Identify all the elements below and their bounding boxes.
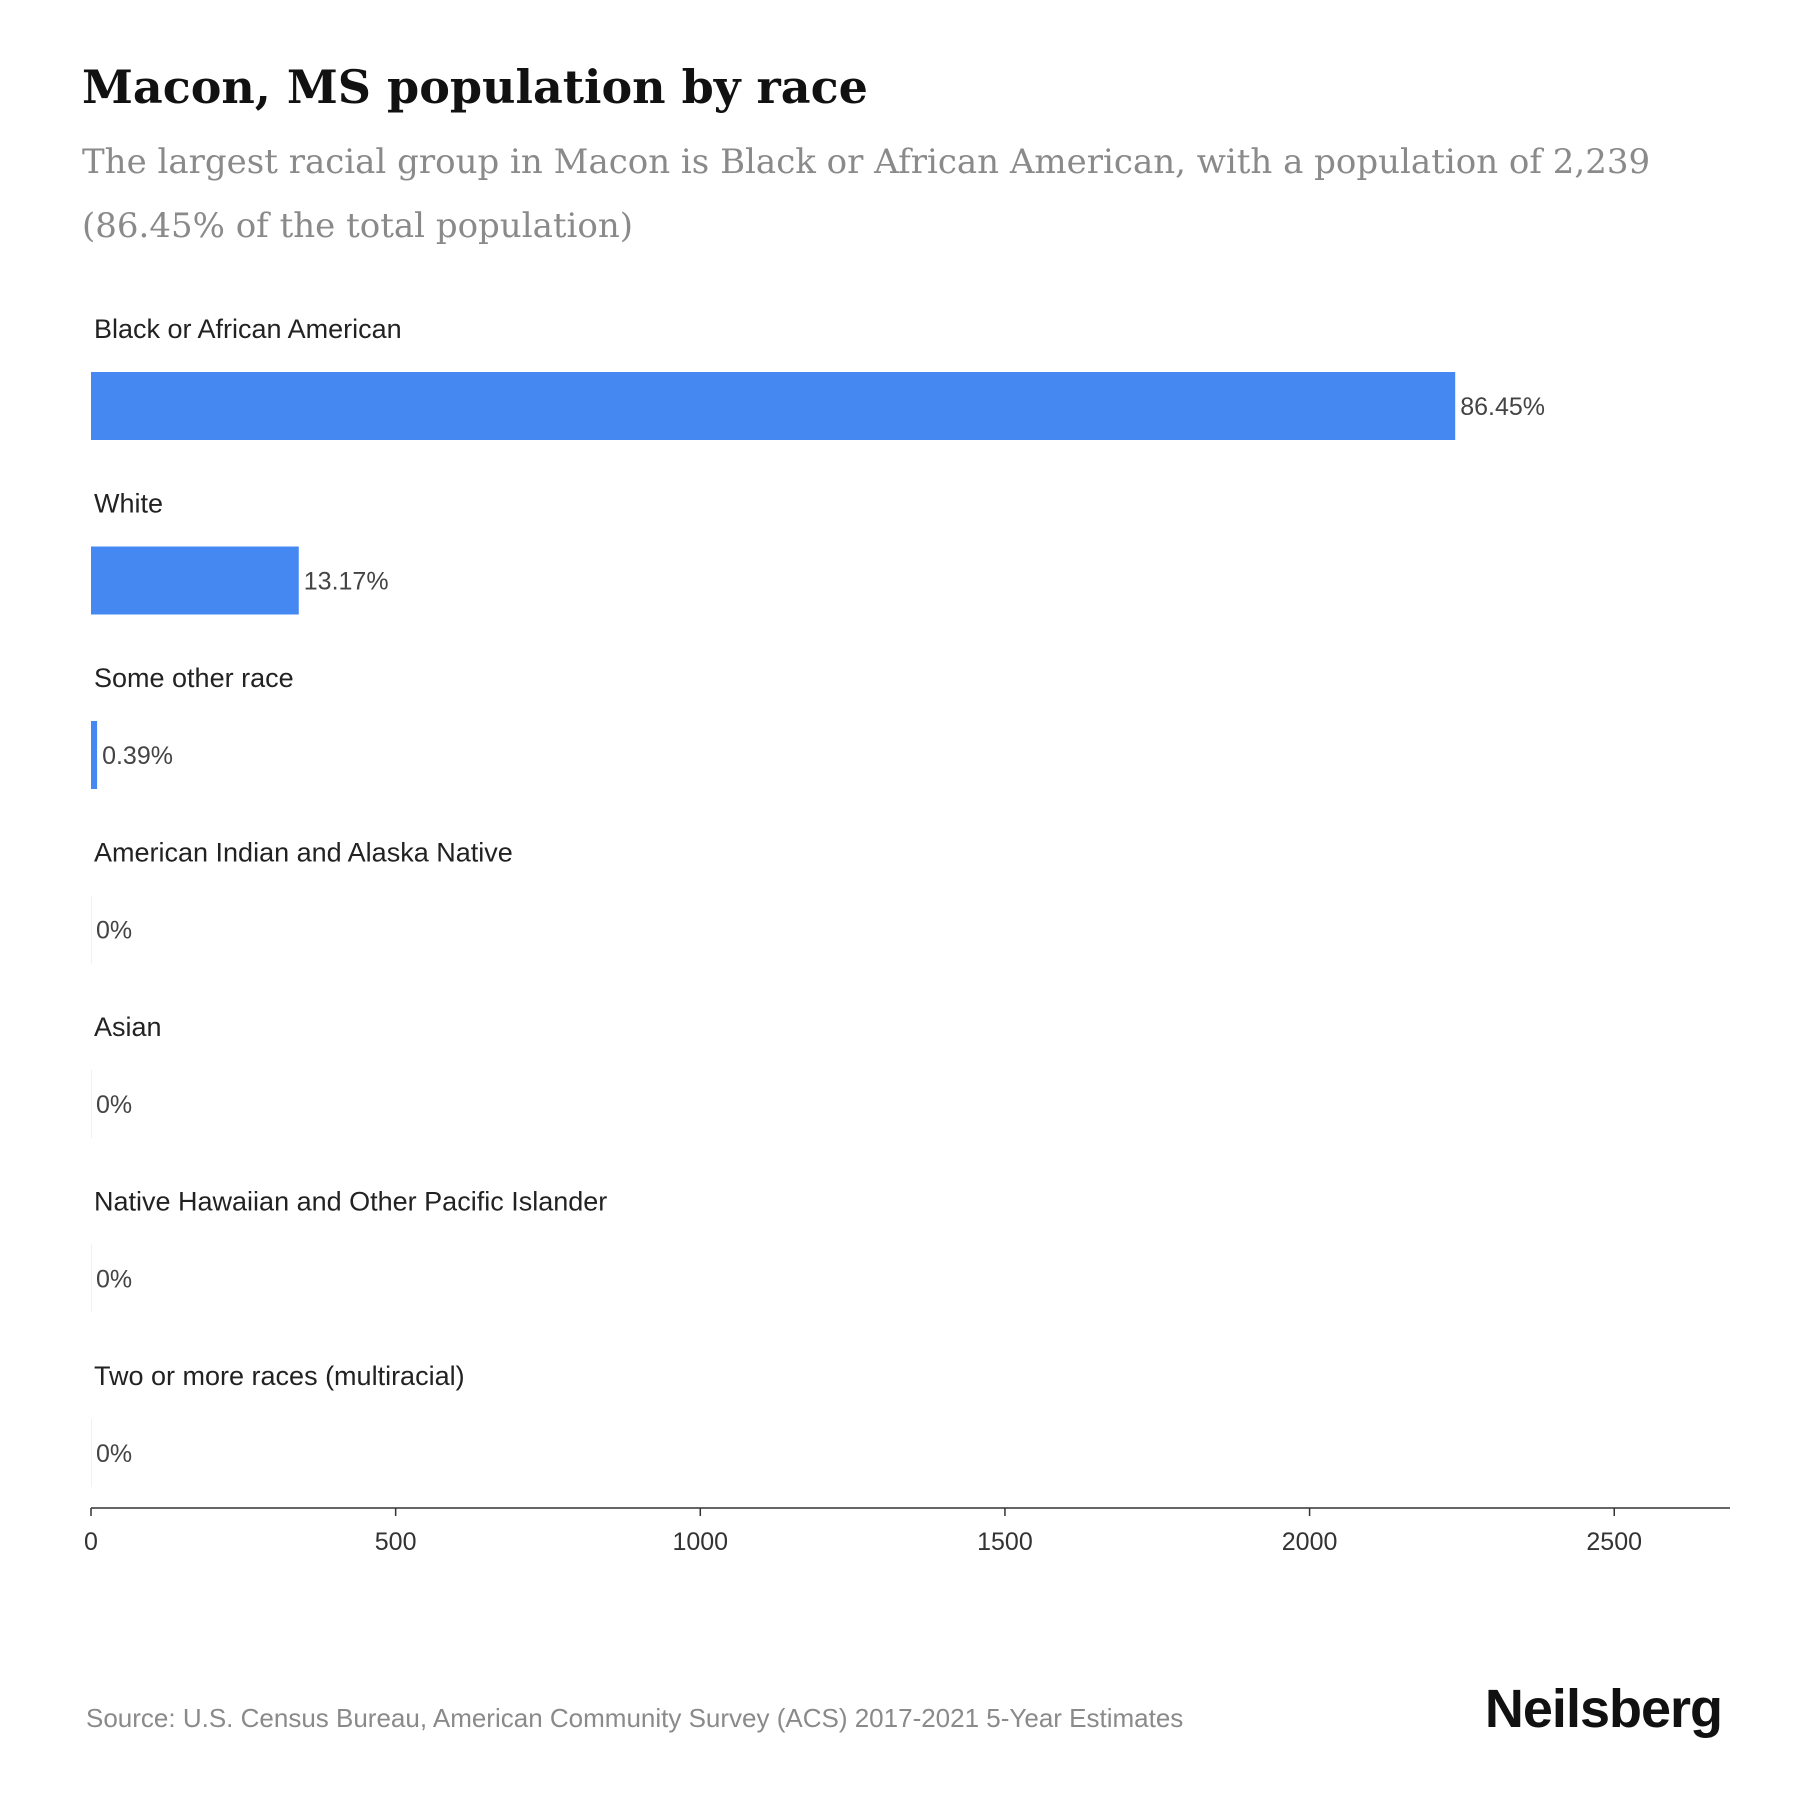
category-label: Native Hawaiian and Other Pacific Island…: [94, 1187, 607, 1217]
data-label: 0%: [96, 1440, 132, 1468]
category-label: Asian: [94, 1012, 162, 1042]
category-label: Some other race: [94, 663, 294, 693]
x-tick-label: 500: [375, 1528, 417, 1556]
bar[interactable]: [91, 372, 1456, 440]
chart-subtitle: The largest racial group in Macon is Bla…: [82, 142, 1651, 246]
data-label: 0%: [96, 1266, 132, 1294]
x-tick-label: 1500: [977, 1528, 1033, 1556]
x-tick-label: 1000: [672, 1528, 728, 1556]
category-label: American Indian and Alaska Native: [94, 838, 513, 868]
bar[interactable]: [91, 721, 98, 789]
data-label: 0%: [96, 1091, 132, 1119]
data-label: 0%: [96, 917, 132, 945]
x-tick-label: 2000: [1282, 1528, 1338, 1556]
brand-logo[interactable]: Neilsberg: [1484, 1679, 1723, 1739]
data-label: 13.17%: [304, 568, 389, 596]
category-label: Two or more races (multiracial): [94, 1361, 465, 1391]
bars-group: Black or African American 86.45% White 13.1…: [91, 314, 1545, 1487]
x-axis: 0 500 1000 1500 2000 2500: [84, 1507, 1730, 1556]
bar[interactable]: [91, 546, 299, 615]
category-label: Black or African American: [94, 314, 402, 344]
chart-title: Macon, MS population by race: [82, 60, 868, 114]
data-label: 86.45%: [1460, 393, 1545, 421]
x-tick-label: 2500: [1586, 1528, 1642, 1556]
x-tick-label: 0: [84, 1528, 98, 1556]
category-label: White: [94, 489, 163, 519]
data-label: 0.39%: [102, 742, 173, 770]
source-text: Source: U.S. Census Bureau, American Com…: [86, 1703, 1184, 1733]
